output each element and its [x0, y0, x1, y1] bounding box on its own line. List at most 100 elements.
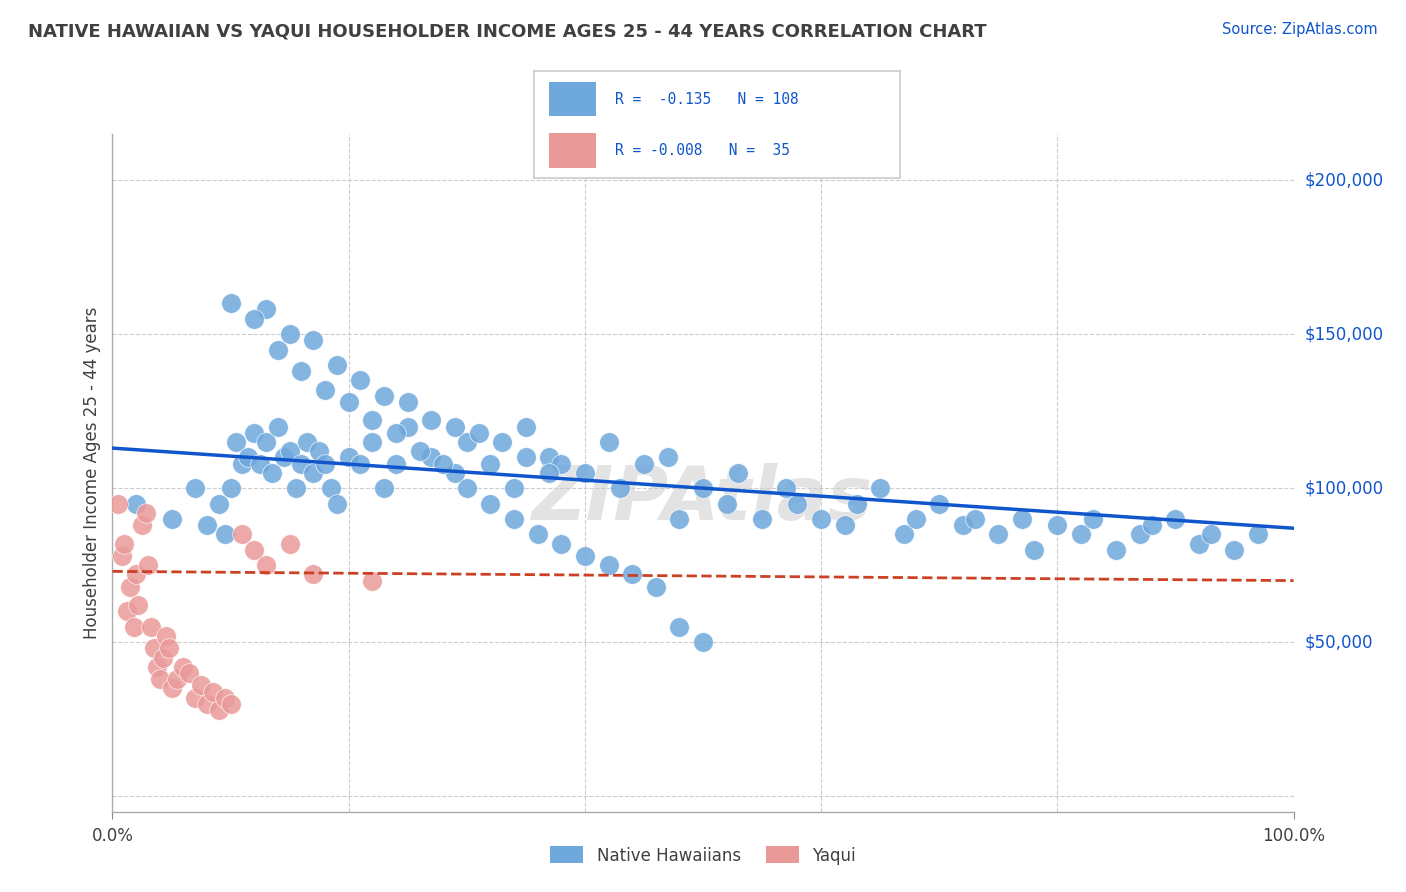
Point: [208, 703, 231, 717]
Point: [1188, 536, 1211, 550]
Point: [278, 444, 301, 458]
Point: [515, 419, 537, 434]
Point: [160, 512, 183, 526]
Point: [219, 697, 242, 711]
Point: [1140, 518, 1163, 533]
Point: [184, 690, 207, 705]
Point: [373, 481, 395, 495]
Point: [987, 527, 1010, 541]
Point: [538, 466, 561, 480]
Point: [963, 512, 986, 526]
Point: [657, 450, 679, 465]
Point: [112, 536, 135, 550]
Point: [195, 518, 218, 533]
Point: [810, 512, 832, 526]
Point: [396, 419, 419, 434]
Point: [267, 419, 290, 434]
Point: [111, 549, 134, 563]
Point: [1129, 527, 1152, 541]
Point: [786, 497, 808, 511]
Point: [219, 481, 242, 495]
Point: [238, 450, 260, 465]
Point: [231, 527, 253, 541]
Point: [135, 506, 157, 520]
Point: [278, 536, 301, 550]
Point: [249, 457, 271, 471]
Point: [179, 666, 201, 681]
Point: [195, 697, 218, 711]
Point: [290, 457, 312, 471]
Point: [503, 481, 526, 495]
Point: [1046, 518, 1069, 533]
Point: [184, 481, 207, 495]
Point: [1022, 542, 1045, 557]
Point: [869, 481, 891, 495]
Point: [1223, 542, 1246, 557]
Point: [538, 450, 561, 465]
Point: [278, 327, 301, 342]
Point: [190, 678, 212, 692]
Point: [337, 450, 360, 465]
Point: [349, 457, 371, 471]
Point: [326, 497, 349, 511]
Point: [834, 518, 856, 533]
Point: [136, 558, 159, 573]
Point: [1070, 527, 1092, 541]
Point: [297, 434, 319, 449]
Text: $150,000: $150,000: [1305, 325, 1384, 343]
Point: [172, 660, 194, 674]
Point: [361, 434, 384, 449]
Point: [302, 567, 325, 582]
Text: $100,000: $100,000: [1305, 479, 1384, 497]
Point: [692, 481, 714, 495]
Point: [314, 457, 336, 471]
Point: [201, 684, 224, 698]
Point: [319, 481, 342, 495]
Point: [408, 444, 430, 458]
Point: [609, 481, 631, 495]
Point: [727, 466, 749, 480]
Point: [1199, 527, 1222, 541]
Point: [214, 690, 236, 705]
Text: R =  -0.135   N = 108: R = -0.135 N = 108: [614, 92, 799, 107]
Y-axis label: Householder Income Ages 25 - 44 years: Householder Income Ages 25 - 44 years: [83, 307, 101, 639]
Point: [273, 450, 295, 465]
Point: [314, 383, 336, 397]
Point: [225, 434, 247, 449]
Point: [716, 497, 738, 511]
Point: [444, 419, 467, 434]
Point: [904, 512, 927, 526]
Point: [1105, 542, 1128, 557]
Point: [644, 580, 666, 594]
Point: [127, 599, 149, 613]
Point: [432, 457, 454, 471]
Text: Source: ZipAtlas.com: Source: ZipAtlas.com: [1222, 22, 1378, 37]
Point: [337, 395, 360, 409]
Text: $50,000: $50,000: [1305, 633, 1374, 651]
Point: [243, 425, 266, 440]
Text: NATIVE HAWAIIAN VS YAQUI HOUSEHOLDER INCOME AGES 25 - 44 YEARS CORRELATION CHART: NATIVE HAWAIIAN VS YAQUI HOUSEHOLDER INC…: [28, 22, 987, 40]
Point: [152, 650, 174, 665]
Point: [385, 425, 408, 440]
Point: [668, 620, 690, 634]
Point: [284, 481, 307, 495]
Bar: [548, 134, 596, 168]
Point: [491, 434, 513, 449]
Point: [574, 466, 596, 480]
Point: [149, 672, 172, 686]
Point: [692, 635, 714, 649]
Point: [361, 574, 384, 588]
Point: [146, 660, 169, 674]
Point: [214, 527, 236, 541]
Point: [254, 434, 277, 449]
Point: [155, 629, 177, 643]
Text: $200,000: $200,000: [1305, 171, 1384, 189]
Point: [243, 542, 266, 557]
Point: [122, 620, 145, 634]
Point: [326, 358, 349, 372]
Point: [928, 497, 950, 511]
Point: [420, 413, 443, 427]
Point: [120, 580, 142, 594]
Point: [515, 450, 537, 465]
Point: [267, 343, 290, 357]
